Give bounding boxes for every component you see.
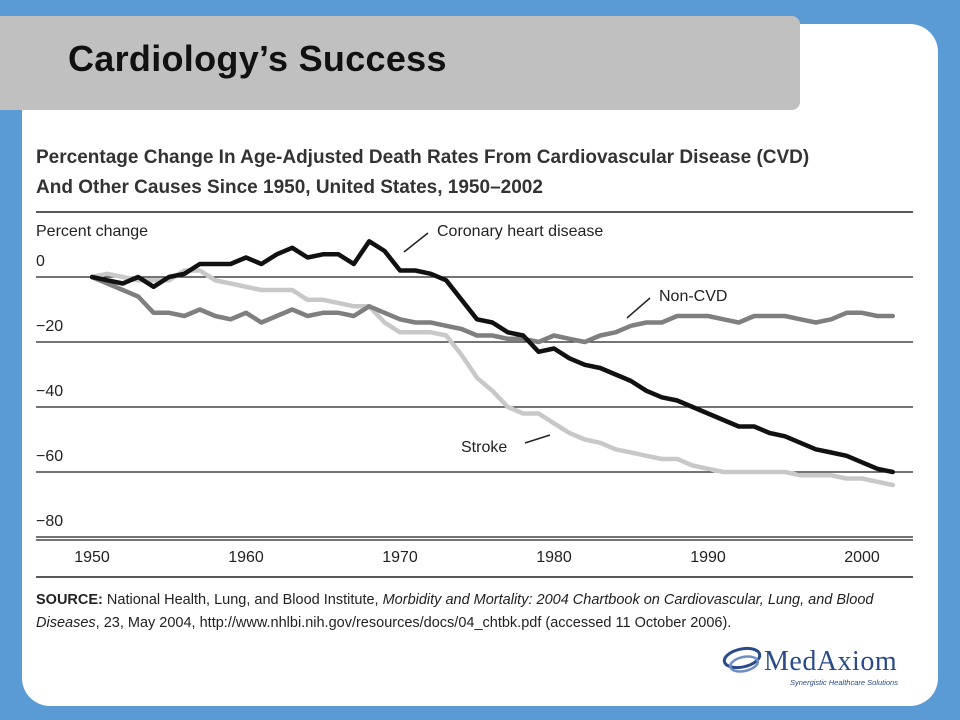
y-tick-label: 0 bbox=[36, 253, 45, 270]
series-line-stroke bbox=[89, 268, 896, 488]
title-bar: Cardiology’s Success bbox=[0, 16, 800, 110]
slide-panel bbox=[22, 24, 938, 706]
annotation-non_cvd: Non-CVD bbox=[659, 288, 727, 305]
x-tick-label: 1980 bbox=[536, 549, 572, 566]
annotation-leader-non_cvd bbox=[626, 297, 651, 319]
source-italic: Morbidity and Mortality: 2004 Chartbook … bbox=[36, 592, 874, 631]
annotation-stroke: Stroke bbox=[461, 439, 507, 456]
x-tick-label: 1950 bbox=[74, 549, 110, 566]
series-line-non_cvd bbox=[89, 274, 896, 345]
chart-source: SOURCE: National Health, Lung, and Blood… bbox=[36, 589, 906, 635]
y-tick-label: −60 bbox=[36, 448, 63, 465]
medaxiom-logo: MedAxiom Synergistic Healthcare Solution… bbox=[720, 642, 920, 692]
x-tick-label: 1960 bbox=[228, 549, 264, 566]
source-label: SOURCE: bbox=[36, 592, 103, 608]
logo-wordmark: MedAxiom bbox=[764, 646, 898, 677]
x-tick-label: 1970 bbox=[382, 549, 418, 566]
y-axis-label: Percent change bbox=[36, 223, 148, 240]
annotation-leader-coronary bbox=[403, 232, 429, 253]
y-tick-label: −80 bbox=[36, 513, 63, 530]
annotation-coronary: Coronary heart disease bbox=[437, 223, 603, 240]
chart-title: Percentage Change In Age-Adjusted Death … bbox=[36, 143, 916, 203]
x-tick-label: 2000 bbox=[844, 549, 880, 566]
source-text-a: National Health, Lung, and Blood Institu… bbox=[102, 592, 383, 608]
source-text-b: , 23, May 2004, http://www.nhlbi.nih.gov… bbox=[95, 615, 732, 631]
chart-title-line-2: And Other Causes Since 1950, United Stat… bbox=[36, 177, 543, 198]
y-tick-label: −40 bbox=[36, 383, 63, 400]
logo-tagline: Synergistic Healthcare Solutions bbox=[790, 678, 898, 687]
x-tick-label: 1990 bbox=[690, 549, 726, 566]
series-line-coronary bbox=[89, 239, 896, 475]
logo-swirl-icon bbox=[722, 646, 762, 673]
slide-title: Cardiology’s Success bbox=[68, 38, 447, 79]
chart-title-line-1: Percentage Change In Age-Adjusted Death … bbox=[36, 147, 810, 168]
y-tick-label: −20 bbox=[36, 318, 63, 335]
annotation-leader-stroke bbox=[524, 434, 551, 444]
